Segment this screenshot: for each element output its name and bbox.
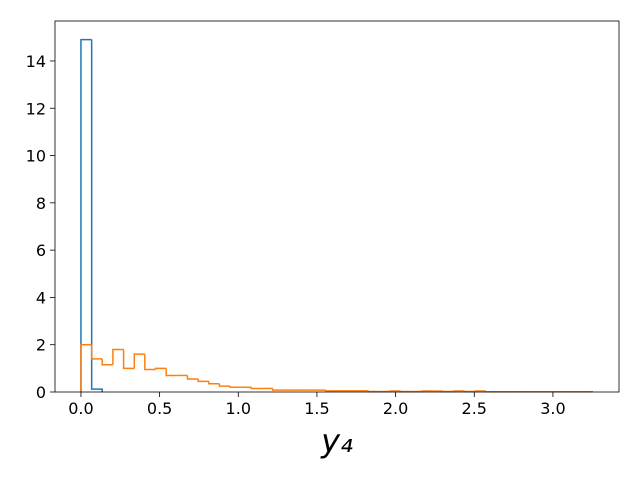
x-tick-label: 3.0 [540,399,565,418]
y-tick-label: 4 [36,288,46,307]
y-tick-label: 6 [36,241,46,260]
x-axis-label: y₄ [320,422,353,460]
x-tick-label: 0.5 [147,399,172,418]
x-tick-label: 2.0 [383,399,408,418]
y-tick-label: 0 [36,383,46,402]
x-tick-label: 2.5 [462,399,487,418]
x-tick-label: 0.0 [68,399,93,418]
histogram-step [326,390,337,391]
y-tick-label: 2 [36,336,46,355]
histogram-step [369,391,380,392]
y-tick-label: 12 [26,99,46,118]
y-tick-label: 8 [36,194,46,213]
x-tick-label: 1.0 [226,399,251,418]
x-tick-label: 1.5 [304,399,329,418]
y-tick-label: 14 [26,52,46,71]
y-tick-label: 10 [26,147,46,166]
